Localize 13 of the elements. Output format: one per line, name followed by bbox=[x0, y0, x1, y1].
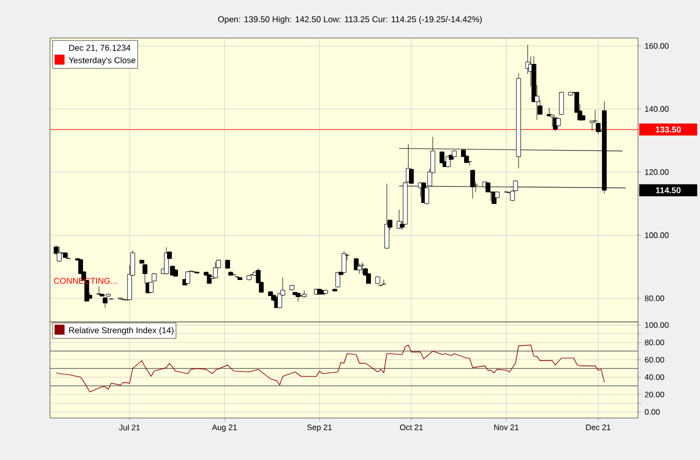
candlestick bbox=[366, 272, 371, 284]
candlestick bbox=[550, 114, 555, 127]
candlestick bbox=[470, 169, 476, 199]
line-series bbox=[56, 344, 605, 392]
candlestick bbox=[559, 91, 564, 116]
candlestick bbox=[342, 250, 346, 274]
legend-title: Dec 21, 76.1234 bbox=[69, 44, 130, 52]
text: 114.50 bbox=[656, 187, 681, 194]
text: 133.50 bbox=[656, 126, 681, 133]
chart-subtitle: Open: 139.50 High: 142.50 Low: 113.25 Cur: 114.25 (-19.25/-14.42%) bbox=[218, 16, 482, 24]
candlestick bbox=[384, 183, 390, 250]
legend-label: Yesterday's Close bbox=[68, 57, 136, 65]
legend-label: Relative Strength Index (14) bbox=[69, 327, 174, 335]
